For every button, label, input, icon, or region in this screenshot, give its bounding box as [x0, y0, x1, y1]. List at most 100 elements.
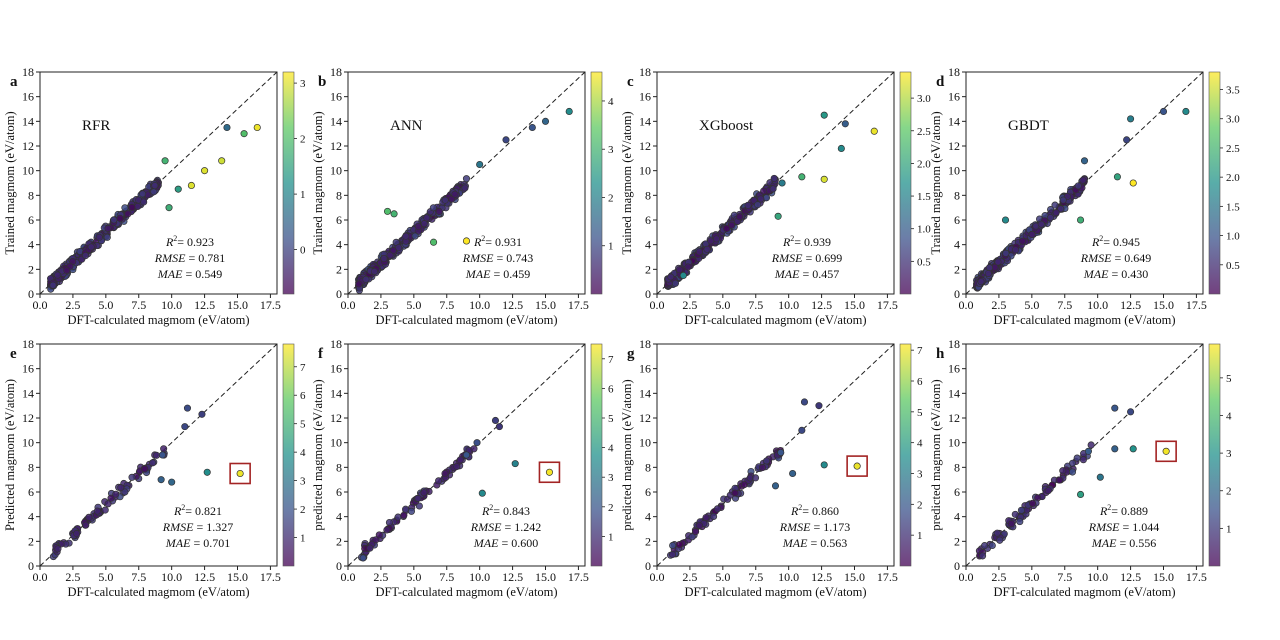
x-tick-label: 2.5 [373, 570, 388, 584]
colorbar-tick-label: 3.0 [917, 93, 931, 105]
colorbar-tick-label: 4 [608, 96, 614, 108]
panel-letter: c [627, 74, 634, 90]
y-tick-label: 14 [948, 114, 960, 128]
scatter-point [977, 278, 985, 286]
outlier-point [1129, 179, 1137, 187]
x-tick-label: 15.0 [1153, 570, 1174, 584]
outlier-point [545, 468, 554, 476]
mae-label: MAE = 0.457 [774, 267, 839, 281]
y-tick-label: 2 [954, 262, 960, 276]
outlier-point [218, 157, 226, 165]
x-tick-label: 10.0 [1087, 298, 1108, 312]
panel-letter: e [10, 346, 17, 362]
scatter-point [1074, 182, 1082, 190]
axes-frame [965, 343, 1204, 567]
colorbar-tick-label: 6 [608, 383, 614, 395]
scatter-point [462, 175, 471, 183]
highlight-box [846, 455, 868, 477]
outlier-point [165, 204, 173, 212]
colorbar [282, 71, 295, 295]
y-tick-label: 8 [336, 188, 342, 202]
colorbar-tick-label: 1 [300, 189, 306, 201]
panel-letter: g [627, 346, 635, 362]
rmse-label: RMSE = 1.173 [779, 520, 850, 534]
r2-value: = 0.821 [185, 504, 222, 518]
y-tick-label: 4 [28, 238, 34, 252]
scatter-point [695, 522, 704, 530]
y-tick-label: 8 [28, 188, 34, 202]
x-axis-label: DFT-calculated magmom (eV/atom) [993, 585, 1175, 599]
outlier-point [1077, 490, 1085, 499]
r2-label: R2= 0.939 [782, 234, 831, 249]
outlier-point [236, 469, 244, 478]
scatter-point [104, 500, 112, 508]
y-tick-label: 10 [639, 164, 651, 178]
x-tick-label: 7.5 [1057, 570, 1072, 584]
x-tick-label: 17.5 [260, 298, 281, 312]
outlier-point [495, 423, 503, 431]
y-axis-label: Predicted magmom (eV/atom) [3, 379, 17, 531]
rmse-symbol: RMSE [470, 520, 502, 534]
outlier-point [798, 426, 806, 434]
scatter-points [972, 107, 1190, 292]
y-tick-label: 6 [336, 213, 342, 227]
scatter-point [984, 269, 992, 278]
x-tick-label: 5.0 [406, 298, 421, 312]
panel-f: 0.0 2.5 5.0 7.5 10.0 12.5 15.0 17.5024681012141… [311, 337, 614, 599]
panel-letter: b [318, 74, 326, 90]
y-tick-label: 0 [336, 559, 342, 573]
scatter-point [988, 541, 996, 550]
scatter-point [107, 494, 115, 502]
x-tick-label: 17.5 [568, 570, 589, 584]
scatter-point [117, 484, 125, 492]
scatter-point [713, 505, 721, 513]
y-tick-label: 8 [336, 460, 342, 474]
scatter-point [1055, 476, 1064, 484]
scatter-point [362, 275, 370, 283]
y-tick-label: 2 [645, 534, 651, 548]
outlier-point [383, 207, 392, 215]
r2-value: = 0.843 [493, 504, 530, 518]
panel-e: 0.0 2.5 5.0 7.5 10.0 12.5 15.0 17.5024681012141… [3, 337, 306, 599]
outlier-point [820, 175, 828, 183]
axes-frame [656, 71, 895, 295]
x-tick-label: 7.5 [439, 298, 454, 312]
scatter-point [760, 187, 768, 195]
outlier-point [1129, 445, 1137, 453]
scatter-point [93, 507, 101, 515]
r2-superscript: 2 [181, 503, 185, 512]
colorbar-tick-label: 2.0 [917, 158, 931, 170]
colorbar-tick-label: 3 [608, 144, 614, 156]
scatter-point [402, 505, 410, 513]
x-tick-label: 17.5 [260, 570, 281, 584]
outlier-point [820, 111, 828, 119]
scatter-point [49, 281, 57, 289]
scatter-point [95, 233, 103, 241]
x-tick-label: 2.5 [65, 570, 80, 584]
colorbar-tick-label: 3.0 [1226, 114, 1240, 126]
mae-value: = 0.549 [182, 267, 222, 281]
mae-value: = 0.430 [1108, 267, 1148, 281]
y-tick-label: 4 [645, 238, 651, 252]
colorbar [1208, 71, 1221, 295]
scatter-point [754, 201, 762, 209]
scatter-point [702, 513, 710, 522]
scatter-point [121, 488, 129, 496]
scatter-point [1079, 456, 1087, 464]
outlier-point [473, 439, 481, 447]
r2-symbol: R [481, 504, 490, 518]
y-tick-label: 10 [330, 436, 342, 450]
scatter-point [87, 243, 95, 251]
scatter-point [769, 185, 777, 193]
y-axis-label: Trained magmom (eV/atom) [311, 111, 325, 254]
rmse-value: = 0.649 [1111, 251, 1151, 265]
colorbar-tick-label: 3 [608, 472, 614, 484]
rmse-label: RMSE = 0.781 [154, 251, 225, 265]
scatter-point [395, 244, 403, 252]
x-tick-label: 10.0 [161, 298, 182, 312]
y-axis-label: predicted magmom (eV/atom) [929, 379, 943, 530]
x-axis-label: DFT-calculated magmom (eV/atom) [67, 313, 249, 327]
scatter-point [1008, 520, 1016, 528]
scatter-point [160, 445, 168, 453]
outlier-point [157, 476, 165, 484]
